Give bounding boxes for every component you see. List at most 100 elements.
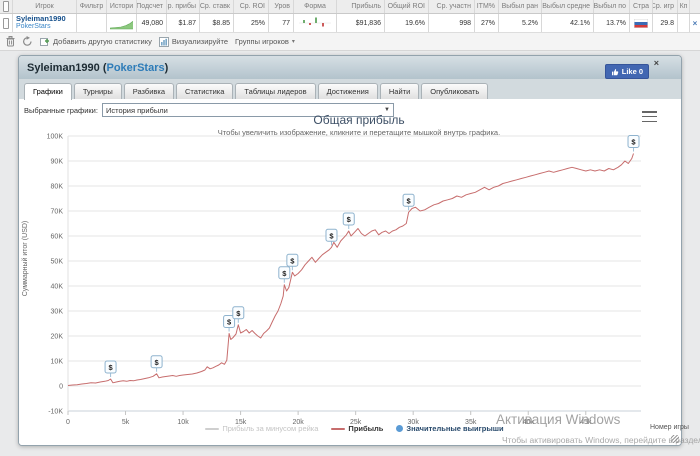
windows-activation-watermark: Активация Windows — [496, 412, 621, 427]
tab-graphs[interactable]: Графики — [24, 83, 72, 100]
col-out-early[interactable]: Выбыл ран — [499, 0, 542, 13]
svg-text:30K: 30K — [51, 309, 64, 316]
tab-tournaments[interactable]: Турниры — [73, 83, 122, 99]
delete-button[interactable] — [6, 36, 15, 47]
col-player[interactable]: Игрок — [13, 0, 77, 13]
svg-text:80K: 80K — [51, 184, 64, 191]
russia-flag-icon — [634, 18, 648, 28]
col-avg-profit[interactable]: Ср. прибы — [167, 0, 200, 13]
svg-text:-10K: -10K — [48, 409, 63, 416]
form-sparkline-cell — [294, 14, 337, 32]
tab-leaderboards[interactable]: Таблицы лидеров — [235, 83, 316, 99]
facebook-like-button[interactable]: Like 0 — [604, 64, 649, 79]
legend-item-rake-free[interactable]: Прибыль за минусом рейка — [205, 424, 318, 433]
col-avg-stake[interactable]: Ср. ставк — [200, 0, 234, 13]
svg-text:10K: 10K — [51, 359, 64, 366]
tab-achievements[interactable]: Достижения — [317, 83, 378, 99]
form-sparkline-icon — [299, 17, 331, 27]
trash-icon — [6, 36, 15, 47]
panel-resize-handle[interactable] — [671, 435, 679, 443]
chart-legend: Прибыль за минусом рейка Прибыль Значите… — [68, 424, 641, 433]
refresh-icon — [23, 36, 32, 46]
remove-icon[interactable]: × — [692, 18, 698, 28]
col-level[interactable]: Уров — [269, 0, 294, 13]
svg-text:15k: 15k — [235, 419, 247, 426]
select-all-checkbox[interactable] — [3, 1, 9, 12]
graph-select-value: История прибыли — [105, 105, 168, 115]
graph-select-row: Выбранные графики: История прибыли ▼ — [24, 103, 394, 117]
tab-breakdown[interactable]: Разбивка — [123, 83, 175, 99]
visualize-label: Визуализируйте — [171, 37, 228, 46]
y-axis-title: Суммарный итог (USD) — [22, 220, 29, 297]
panel-close-icon[interactable]: × — [653, 58, 659, 68]
select-caret-icon: ▼ — [384, 107, 390, 113]
panel-title-site[interactable]: PokerStars — [106, 61, 165, 74]
svg-text:$: $ — [290, 256, 295, 265]
stats-header-row: Игрок Фильтр Истори Подсчет Ср. прибы Ср… — [0, 0, 700, 14]
col-out-late[interactable]: Выбыл по — [594, 0, 630, 13]
col-count[interactable]: Подсчет — [137, 0, 167, 13]
avg-roi-value: 25% — [234, 14, 269, 32]
svg-text:$: $ — [227, 318, 232, 327]
table-toolbar: Добавить другую статистику Визуализируйт… — [0, 33, 700, 51]
svg-text:25k: 25k — [350, 419, 362, 426]
svg-text:0: 0 — [66, 419, 70, 426]
col-form[interactable]: Форма — [294, 0, 337, 13]
col-avg-roi[interactable]: Ср. ROI — [234, 0, 269, 13]
svg-text:90K: 90K — [51, 159, 64, 166]
svg-text:10k: 10k — [177, 419, 189, 426]
add-statistic-button[interactable]: Добавить другую статистику — [40, 37, 152, 47]
player-site-link[interactable]: PokerStars — [16, 23, 51, 31]
col-country[interactable]: Стра — [630, 0, 653, 13]
visualize-button[interactable]: Визуализируйте — [158, 36, 228, 47]
remove-player-button[interactable]: × — [690, 14, 700, 32]
row-checkbox-cell — [0, 14, 13, 32]
select-all-cell — [0, 0, 13, 13]
player-groups-button[interactable]: Группы игроков ▾ — [235, 37, 295, 46]
col-avg-games[interactable]: Ср. игр — [653, 0, 678, 13]
col-out-middle[interactable]: Выбыл средне — [542, 0, 594, 13]
svg-text:$: $ — [282, 269, 287, 278]
col-avg-entrants[interactable]: Ср. участн — [429, 0, 475, 13]
tab-statistics[interactable]: Статистика — [176, 83, 234, 99]
row-checkbox[interactable] — [3, 17, 9, 29]
col-filter[interactable]: Фильтр — [77, 0, 107, 13]
panel-title: Syleiman1990 (PokerStars) — [27, 61, 169, 74]
kp-cell — [678, 14, 690, 32]
caret-down-icon: ▾ — [291, 39, 295, 45]
out-middle-value: 42.1% — [542, 14, 594, 32]
col-kp[interactable]: Кп — [678, 0, 690, 13]
svg-text:$: $ — [236, 309, 241, 318]
tab-publish[interactable]: Опубликовать — [421, 83, 489, 99]
player-cell: Syleiman1990 PokerStars — [13, 14, 77, 32]
chart-title: Общая прибыль — [313, 113, 405, 127]
chart-subtitle: Чтобы увеличить изображение, кликните и … — [217, 128, 501, 137]
legend-item-profit[interactable]: Прибыль — [331, 424, 383, 433]
legend-swatch-profit — [331, 427, 346, 430]
col-profit[interactable]: Прибыль — [337, 0, 385, 13]
col-total-roi[interactable]: Общий ROI — [385, 0, 429, 13]
tab-find[interactable]: Найти — [379, 83, 420, 99]
col-history[interactable]: Истори — [107, 0, 137, 13]
col-itm[interactable]: ITM% — [475, 0, 499, 13]
graph-select[interactable]: История прибыли ▼ — [101, 103, 394, 117]
visualize-icon — [158, 36, 169, 47]
svg-text:35k: 35k — [465, 419, 477, 426]
svg-text:$: $ — [406, 196, 411, 205]
x-axis-title: Номер игры — [650, 424, 689, 431]
player-stats-table: Игрок Фильтр Истори Подсчет Ср. прибы Ср… — [0, 0, 700, 33]
count-value: 49,080 — [137, 14, 167, 32]
history-sparkline-cell — [107, 14, 137, 32]
out-early-value: 5.2% — [499, 14, 542, 32]
chart-menu-icon[interactable] — [642, 111, 657, 122]
thumb-up-icon — [611, 68, 619, 75]
legend-item-big-wins[interactable]: Значительные выигрыши — [396, 424, 504, 433]
player-name-link[interactable]: Syleiman1990 — [16, 14, 66, 23]
svg-text:0: 0 — [59, 384, 63, 391]
svg-text:60K: 60K — [51, 234, 64, 241]
history-sparkline-icon — [110, 20, 133, 29]
player-groups-label: Группы игроков — [235, 37, 289, 46]
table-row[interactable]: Syleiman1990 PokerStars 49,080 $1.87 $8.… — [0, 14, 700, 33]
refresh-button[interactable] — [22, 36, 33, 47]
